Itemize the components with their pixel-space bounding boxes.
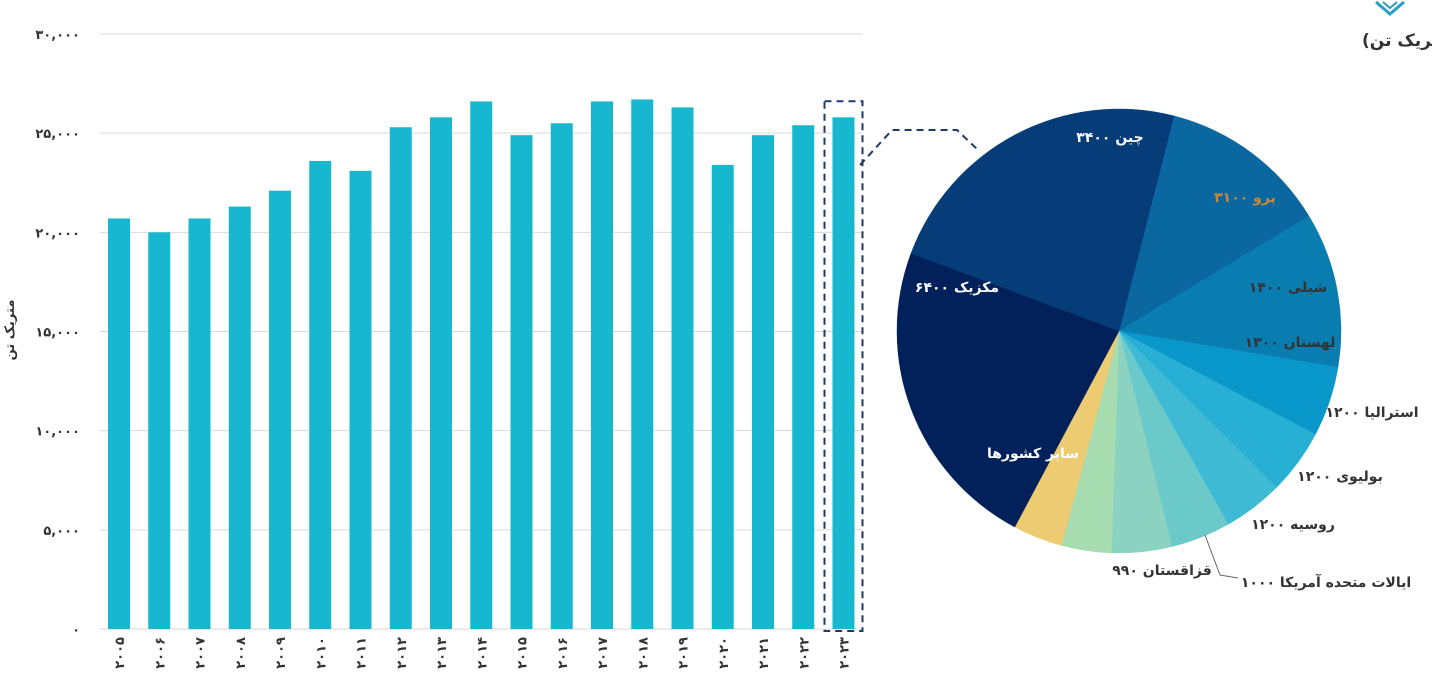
x-tick-label: ۲۰۱۸	[636, 637, 651, 669]
x-tick-label: ۲۰۱۵	[516, 637, 531, 669]
x-tick-label: ۲۰۰۶	[153, 637, 168, 669]
leader-lines	[1204, 534, 1239, 579]
pie-slice	[1118, 215, 1342, 368]
x-tick-label: ۲۰۱۷	[596, 637, 611, 669]
bar	[752, 135, 774, 629]
slice-label: استرالیا ۱۲۰۰	[1325, 405, 1418, 421]
pie-slices	[896, 108, 1342, 554]
pie-labels: چین ۳۴۰۰ پرو ۳۱۰۰ شیلی ۱۴۰۰ لهستان ۱۳۰۰ استر…	[915, 130, 1419, 591]
bar	[430, 117, 452, 630]
pie-title: سهم ۱۰ کشور برتر در تولید نقره (بر اساس …	[1362, 31, 1432, 51]
x-tick-label: ۲۰۰۸	[234, 637, 249, 669]
x-tick-label: ۲۰۱۲	[395, 637, 410, 669]
bar	[671, 107, 694, 630]
y-tick-label: ۰	[72, 623, 80, 638]
bar	[108, 218, 130, 629]
slice-label: روسیه ۱۲۰۰	[1251, 517, 1335, 533]
x-tick-label: ۲۰۰۷	[194, 637, 209, 669]
bar	[510, 135, 533, 629]
bars	[108, 99, 855, 630]
y-tick-label: ۵,۰۰۰	[43, 524, 80, 539]
slice-label: چین ۳۴۰۰	[1076, 130, 1143, 146]
slice-label: مکزیک ۶۴۰۰	[915, 280, 999, 296]
highlight-connector	[859, 129, 979, 166]
x-tick-label: ۲۰۲۱	[757, 637, 772, 669]
x-tick-label: ۲۰۰۹	[274, 637, 289, 669]
bar	[309, 160, 332, 629]
slice-label: شیلی ۱۴۰۰	[1249, 280, 1327, 296]
slice-label: سایر کشورها	[987, 446, 1079, 462]
bar	[349, 170, 372, 629]
bar-chart: ۰ ۵,۰۰۰ ۱۰,۰۰۰ ۱۵,۰۰۰ ۲۰,۰۰۰ ۲۵,۰۰۰ ۳۰,۰۰۰ ۲۰۰…	[3, 28, 979, 669]
bar	[832, 117, 855, 630]
x-tick-label: ۲۰۰۵	[113, 637, 128, 669]
y-tick-label: ۱۰,۰۰۰	[35, 425, 80, 440]
bar	[711, 164, 734, 629]
bar	[591, 101, 613, 629]
slice-label: پرو ۳۱۰۰	[1214, 190, 1276, 206]
x-tick-label: ۲۰۱۱	[355, 637, 370, 669]
x-tick-label: ۲۰۱۹	[677, 637, 692, 669]
bar	[269, 190, 291, 629]
x-tick-label: ۲۰۱۳	[435, 637, 450, 669]
pie-chart: سهم ۱۰ کشور برتر در تولید نقره (بر اساس …	[896, 31, 1432, 591]
pie-slice	[1118, 115, 1310, 332]
bar	[792, 125, 815, 629]
x-tick-label: ۲۰۲۲	[797, 637, 812, 669]
bar	[470, 101, 493, 629]
pie-slice	[910, 108, 1175, 332]
x-axis-ticks: ۲۰۰۵ ۲۰۰۶ ۲۰۰۷ ۲۰۰۸ ۲۰۰۹ ۲۰۱۰ ۲۰۱۱ ۲۰۱۲ ۲۰۱۳ ۲۰۱۴…	[113, 637, 853, 669]
bar	[148, 232, 171, 630]
y-axis-label: متریک تن	[3, 300, 18, 361]
slice-label: لهستان ۱۳۰۰	[1245, 335, 1336, 351]
x-tick-label: ۲۰۱۶	[556, 637, 571, 669]
pie-slice	[896, 252, 1120, 528]
bar	[228, 206, 251, 630]
highlight-box	[823, 100, 864, 633]
y-tick-label: ۲۵,۰۰۰	[35, 127, 80, 142]
bar	[389, 127, 412, 629]
slice-label: قزاقستان ۹۹۰	[1112, 563, 1212, 579]
x-tick-label: ۲۰۲۰	[717, 637, 732, 669]
y-tick-label: ۱۵,۰۰۰	[35, 326, 80, 341]
slice-label: ایالات متحده آمریکا ۱۰۰۰	[1241, 573, 1411, 591]
x-tick-label: ۲۰۱۴	[475, 637, 490, 669]
y-tick-label: ۳۰,۰۰۰	[35, 28, 80, 43]
bar	[550, 123, 573, 629]
y-tick-label: ۲۰,۰۰۰	[35, 226, 80, 241]
slice-label: بولیوی ۱۲۰۰	[1297, 469, 1383, 485]
y-axis-ticks: ۰ ۵,۰۰۰ ۱۰,۰۰۰ ۱۵,۰۰۰ ۲۰,۰۰۰ ۲۵,۰۰۰ ۳۰,۰۰۰	[35, 28, 80, 638]
leader-line	[1204, 534, 1239, 579]
x-tick-label: ۲۰۱۰	[314, 637, 329, 669]
bar	[188, 218, 211, 629]
x-tick-label: ۲۰۲۳	[838, 637, 853, 669]
bar	[631, 99, 654, 629]
logo-icon	[1375, 0, 1405, 16]
